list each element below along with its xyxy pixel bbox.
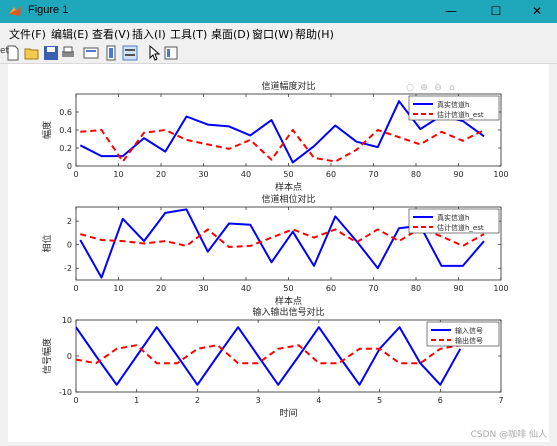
menu-insert[interactable]: 插入(I) bbox=[132, 28, 166, 41]
menu-view[interactable]: 查看(V) bbox=[92, 28, 131, 41]
x-tick-label: 0 bbox=[73, 170, 78, 179]
property-inspector-icon[interactable] bbox=[163, 45, 179, 61]
menu-help[interactable]: 帮助(H) bbox=[295, 28, 334, 41]
x-tick-label: 6 bbox=[438, 396, 443, 405]
x-tick-label: 40 bbox=[241, 170, 251, 179]
axes-3 bbox=[75, 319, 502, 393]
menu-tools[interactable]: 工具(T) bbox=[170, 28, 208, 41]
window-title-bar[interactable]: Figure 1 — ☐ ✕ bbox=[0, 0, 557, 23]
chart-title: 输入输出信号对比 bbox=[252, 306, 324, 318]
series-line-est bbox=[80, 129, 485, 163]
x-tick-label: 60 bbox=[326, 284, 336, 293]
x-tick-label: 100 bbox=[493, 284, 508, 293]
y-axis-label: 相位 bbox=[41, 234, 53, 252]
legend-label: 输出信号 bbox=[455, 336, 483, 345]
legend-label: 真实信道h bbox=[437, 213, 469, 222]
watermark-text: CSDN @咖啡 仙人 bbox=[470, 430, 547, 440]
x-tick-label: 4 bbox=[316, 396, 321, 405]
x-axis-label: 样本点 bbox=[275, 181, 302, 193]
x-tick-label: 5 bbox=[377, 396, 382, 405]
figure-canvas[interactable]: 信道幅度对比 样本点 幅度 0 10 20 30 40 50 60 70 80 90 100 0 0.2 0.4… bbox=[8, 64, 549, 442]
open-file-icon[interactable] bbox=[24, 45, 40, 61]
x-tick-label: 30 bbox=[198, 170, 208, 179]
x-tick-label: 40 bbox=[241, 284, 251, 293]
x-tick-label: 60 bbox=[326, 170, 336, 179]
menu-desktop[interactable]: 桌面(D) bbox=[211, 28, 251, 41]
x-tick-label: 50 bbox=[283, 284, 293, 293]
minimize-button[interactable]: — bbox=[445, 4, 457, 18]
y-tick-label: 0.6 bbox=[59, 108, 72, 117]
x-tick-label: 30 bbox=[198, 284, 208, 293]
x-tick-label: 90 bbox=[453, 170, 463, 179]
x-tick-label: 10 bbox=[113, 170, 123, 179]
axes-toolbar-icon: ○ bbox=[406, 83, 414, 93]
legend-box bbox=[408, 95, 500, 121]
legend-label: 输入信号 bbox=[455, 326, 483, 335]
close-button[interactable]: ✕ bbox=[531, 4, 543, 18]
axes-toolbar-icon: ⊖ bbox=[434, 83, 442, 93]
y-tick-label: 0 bbox=[67, 352, 72, 361]
x-axis-label: 时间 bbox=[279, 407, 297, 419]
axes-2 bbox=[75, 206, 502, 281]
print-icon[interactable] bbox=[60, 45, 76, 61]
x-tick-label: 7 bbox=[498, 396, 503, 405]
menu-bar: 文件(F) 编辑(E) 查看(V) 插入(I) 工具(T) 桌面(D) 窗口(W… bbox=[0, 23, 557, 43]
background-window-fragment: et bbox=[0, 46, 10, 56]
legend-label: 估计信道h_est bbox=[437, 223, 484, 232]
x-tick-label: 20 bbox=[156, 170, 166, 179]
x-tick-label: 0 bbox=[73, 284, 78, 293]
x-axis-label: 样本点 bbox=[275, 295, 302, 307]
x-tick-label: 70 bbox=[368, 170, 378, 179]
y-tick-label: -10 bbox=[59, 388, 72, 397]
x-tick-label: 70 bbox=[368, 284, 378, 293]
insert-colorbar-icon[interactable] bbox=[104, 45, 120, 61]
axes-toolbar-icon: ⌂ bbox=[449, 83, 455, 93]
x-tick-label: 1 bbox=[134, 396, 139, 405]
y-axis-label: 信号幅度 bbox=[41, 338, 53, 374]
insert-legend-icon[interactable] bbox=[122, 45, 138, 61]
chart-title: 信道幅度对比 bbox=[261, 80, 315, 92]
y-axis-label: 幅度 bbox=[41, 121, 53, 139]
save-icon[interactable] bbox=[43, 45, 59, 61]
x-tick-label: 0 bbox=[73, 396, 78, 405]
series-line-est bbox=[76, 344, 461, 365]
y-tick-label: 0 bbox=[67, 241, 72, 250]
maximize-button[interactable]: ☐ bbox=[490, 4, 502, 18]
y-tick-label: -2 bbox=[64, 264, 72, 273]
pointer-icon[interactable] bbox=[146, 45, 162, 61]
x-tick-label: 80 bbox=[411, 170, 421, 179]
x-tick-label: 10 bbox=[113, 284, 123, 293]
x-tick-label: 90 bbox=[453, 284, 463, 293]
legend-label: 估计信道h_est bbox=[437, 110, 484, 119]
menu-file[interactable]: 文件(F) bbox=[9, 28, 46, 41]
series-line-true bbox=[76, 326, 462, 386]
menu-window[interactable]: 窗口(W) bbox=[252, 28, 294, 41]
figure-toolbar bbox=[0, 43, 557, 64]
x-tick-label: 3 bbox=[256, 396, 261, 405]
y-tick-label: 2 bbox=[67, 217, 72, 226]
legend-label: 真实信道h bbox=[437, 100, 469, 109]
y-tick-label: 0.4 bbox=[59, 126, 72, 135]
matlab-icon bbox=[9, 6, 21, 16]
x-tick-label: 20 bbox=[156, 284, 166, 293]
x-tick-label: 50 bbox=[283, 170, 293, 179]
series-line-true bbox=[79, 100, 485, 164]
menu-edit[interactable]: 编辑(E) bbox=[51, 28, 89, 41]
chart-title: 信道相位对比 bbox=[261, 193, 315, 205]
y-tick-label: 0 bbox=[67, 162, 72, 171]
x-tick-label: 2 bbox=[195, 396, 200, 405]
y-tick-label: 0.2 bbox=[59, 144, 72, 153]
axes-1 bbox=[75, 93, 502, 167]
link-plot-icon[interactable] bbox=[83, 45, 99, 61]
x-tick-label: 100 bbox=[493, 170, 508, 179]
legend-box bbox=[426, 321, 500, 347]
y-tick-label: 10 bbox=[62, 316, 72, 325]
legend-box bbox=[408, 208, 500, 234]
new-figure-icon[interactable] bbox=[5, 45, 21, 61]
x-tick-label: 80 bbox=[411, 284, 421, 293]
axes-toolbar-icon: ⊕ bbox=[420, 83, 428, 93]
window-title: Figure 1 bbox=[28, 4, 69, 16]
